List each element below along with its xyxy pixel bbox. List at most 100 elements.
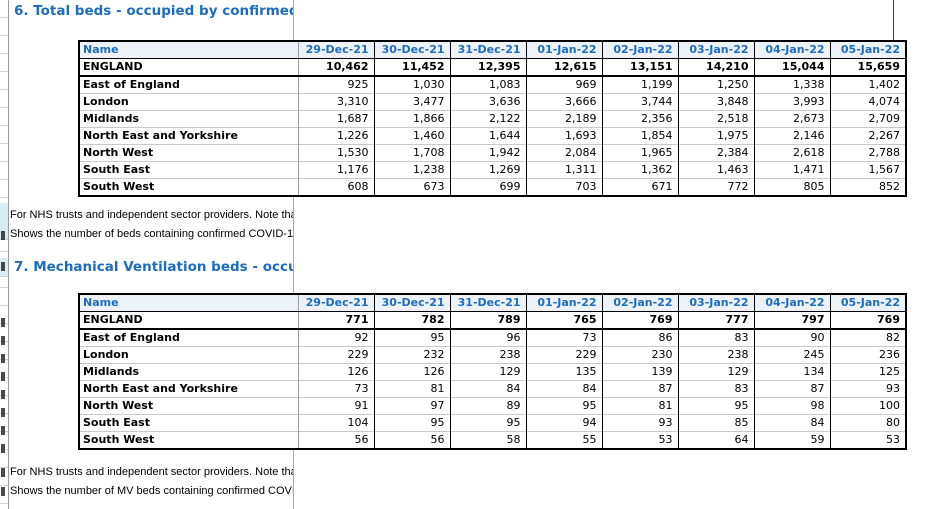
value-cell[interactable]: 90 <box>753 328 830 347</box>
date-column-header[interactable]: 30-Dec-21 <box>373 41 450 59</box>
value-cell[interactable]: 85 <box>677 414 754 432</box>
value-cell[interactable]: 97 <box>373 397 450 415</box>
name-column-header[interactable]: Name <box>79 294 298 312</box>
value-cell[interactable]: 782 <box>373 311 450 330</box>
date-column-header[interactable]: 03-Jan-22 <box>677 294 754 312</box>
value-cell[interactable]: 135 <box>525 363 602 381</box>
value-cell[interactable]: 3,993 <box>753 93 830 111</box>
value-cell[interactable]: 73 <box>525 328 602 347</box>
region-name-cell[interactable]: South East <box>79 414 298 432</box>
value-cell[interactable]: 100 <box>829 397 906 415</box>
value-cell[interactable]: 1,176 <box>297 161 374 179</box>
value-cell[interactable]: 59 <box>753 431 830 449</box>
value-cell[interactable]: 765 <box>525 311 602 330</box>
value-cell[interactable]: 1,530 <box>297 144 374 162</box>
value-cell[interactable]: 94 <box>525 414 602 432</box>
value-cell[interactable]: 2,356 <box>601 110 678 128</box>
value-cell[interactable]: 13,151 <box>601 58 678 77</box>
value-cell[interactable]: 1,030 <box>373 75 450 94</box>
value-cell[interactable]: 797 <box>753 311 830 330</box>
value-cell[interactable]: 87 <box>601 380 678 398</box>
date-column-header[interactable]: 31-Dec-21 <box>449 294 526 312</box>
value-cell[interactable]: 98 <box>753 397 830 415</box>
value-cell[interactable]: 93 <box>829 380 906 398</box>
value-cell[interactable]: 82 <box>829 328 906 347</box>
value-cell[interactable]: 89 <box>449 397 526 415</box>
value-cell[interactable]: 3,744 <box>601 93 678 111</box>
value-cell[interactable]: 1,567 <box>829 161 906 179</box>
value-cell[interactable]: 1,866 <box>373 110 450 128</box>
value-cell[interactable]: 3,848 <box>677 93 754 111</box>
value-cell[interactable]: 2,267 <box>829 127 906 145</box>
date-column-header[interactable]: 05-Jan-22 <box>829 294 906 312</box>
value-cell[interactable]: 232 <box>373 346 450 364</box>
value-cell[interactable]: 1,463 <box>677 161 754 179</box>
value-cell[interactable]: 1,965 <box>601 144 678 162</box>
value-cell[interactable]: 1,083 <box>449 75 526 94</box>
value-cell[interactable]: 11,452 <box>373 58 450 77</box>
region-name-cell[interactable]: North East and Yorkshire <box>79 127 298 145</box>
value-cell[interactable]: 3,310 <box>297 93 374 111</box>
value-cell[interactable]: 1,238 <box>373 161 450 179</box>
region-name-cell[interactable]: ENGLAND <box>79 311 298 330</box>
value-cell[interactable]: 230 <box>601 346 678 364</box>
value-cell[interactable]: 1,693 <box>525 127 602 145</box>
value-cell[interactable]: 104 <box>297 414 374 432</box>
value-cell[interactable]: 3,636 <box>449 93 526 111</box>
region-name-cell[interactable]: South West <box>79 431 298 449</box>
value-cell[interactable]: 699 <box>449 178 526 196</box>
region-name-cell[interactable]: ENGLAND <box>79 58 298 77</box>
region-name-cell[interactable]: North East and Yorkshire <box>79 380 298 398</box>
value-cell[interactable]: 12,395 <box>449 58 526 77</box>
date-column-header[interactable]: 02-Jan-22 <box>601 294 678 312</box>
value-cell[interactable]: 2,618 <box>753 144 830 162</box>
value-cell[interactable]: 73 <box>297 380 374 398</box>
value-cell[interactable]: 83 <box>677 328 754 347</box>
value-cell[interactable]: 1,226 <box>297 127 374 145</box>
value-cell[interactable]: 2,189 <box>525 110 602 128</box>
value-cell[interactable]: 10,462 <box>297 58 374 77</box>
name-column-header[interactable]: Name <box>79 41 298 59</box>
value-cell[interactable]: 15,044 <box>753 58 830 77</box>
section6-title[interactable]: 6. Total beds - occupied by confirmed <box>14 3 293 19</box>
value-cell[interactable]: 125 <box>829 363 906 381</box>
value-cell[interactable]: 1,708 <box>373 144 450 162</box>
value-cell[interactable]: 55 <box>525 431 602 449</box>
value-cell[interactable]: 95 <box>677 397 754 415</box>
value-cell[interactable]: 134 <box>753 363 830 381</box>
value-cell[interactable]: 95 <box>373 328 450 347</box>
value-cell[interactable]: 229 <box>297 346 374 364</box>
value-cell[interactable]: 1,402 <box>829 75 906 94</box>
value-cell[interactable]: 1,250 <box>677 75 754 94</box>
value-cell[interactable]: 129 <box>449 363 526 381</box>
value-cell[interactable]: 96 <box>449 328 526 347</box>
region-name-cell[interactable]: London <box>79 93 298 111</box>
value-cell[interactable]: 236 <box>829 346 906 364</box>
value-cell[interactable]: 129 <box>677 363 754 381</box>
value-cell[interactable]: 238 <box>677 346 754 364</box>
value-cell[interactable]: 2,384 <box>677 144 754 162</box>
date-column-header[interactable]: 03-Jan-22 <box>677 41 754 59</box>
value-cell[interactable]: 1,975 <box>677 127 754 145</box>
value-cell[interactable]: 1,942 <box>449 144 526 162</box>
date-column-header[interactable]: 29-Dec-21 <box>297 41 374 59</box>
value-cell[interactable]: 769 <box>829 311 906 330</box>
date-column-header[interactable]: 01-Jan-22 <box>525 294 602 312</box>
value-cell[interactable]: 92 <box>297 328 374 347</box>
value-cell[interactable]: 245 <box>753 346 830 364</box>
value-cell[interactable]: 2,788 <box>829 144 906 162</box>
region-name-cell[interactable]: North West <box>79 397 298 415</box>
value-cell[interactable]: 58 <box>449 431 526 449</box>
value-cell[interactable]: 81 <box>373 380 450 398</box>
value-cell[interactable]: 93 <box>601 414 678 432</box>
value-cell[interactable]: 789 <box>449 311 526 330</box>
value-cell[interactable]: 1,199 <box>601 75 678 94</box>
section7-title[interactable]: 7. Mechanical Ventilation beds - occu <box>14 259 293 275</box>
section7-footnote-2[interactable]: Shows the number of MV beds containing c… <box>10 485 293 497</box>
value-cell[interactable]: 95 <box>525 397 602 415</box>
value-cell[interactable]: 1,644 <box>449 127 526 145</box>
value-cell[interactable]: 777 <box>677 311 754 330</box>
value-cell[interactable]: 925 <box>297 75 374 94</box>
value-cell[interactable]: 969 <box>525 75 602 94</box>
value-cell[interactable]: 238 <box>449 346 526 364</box>
